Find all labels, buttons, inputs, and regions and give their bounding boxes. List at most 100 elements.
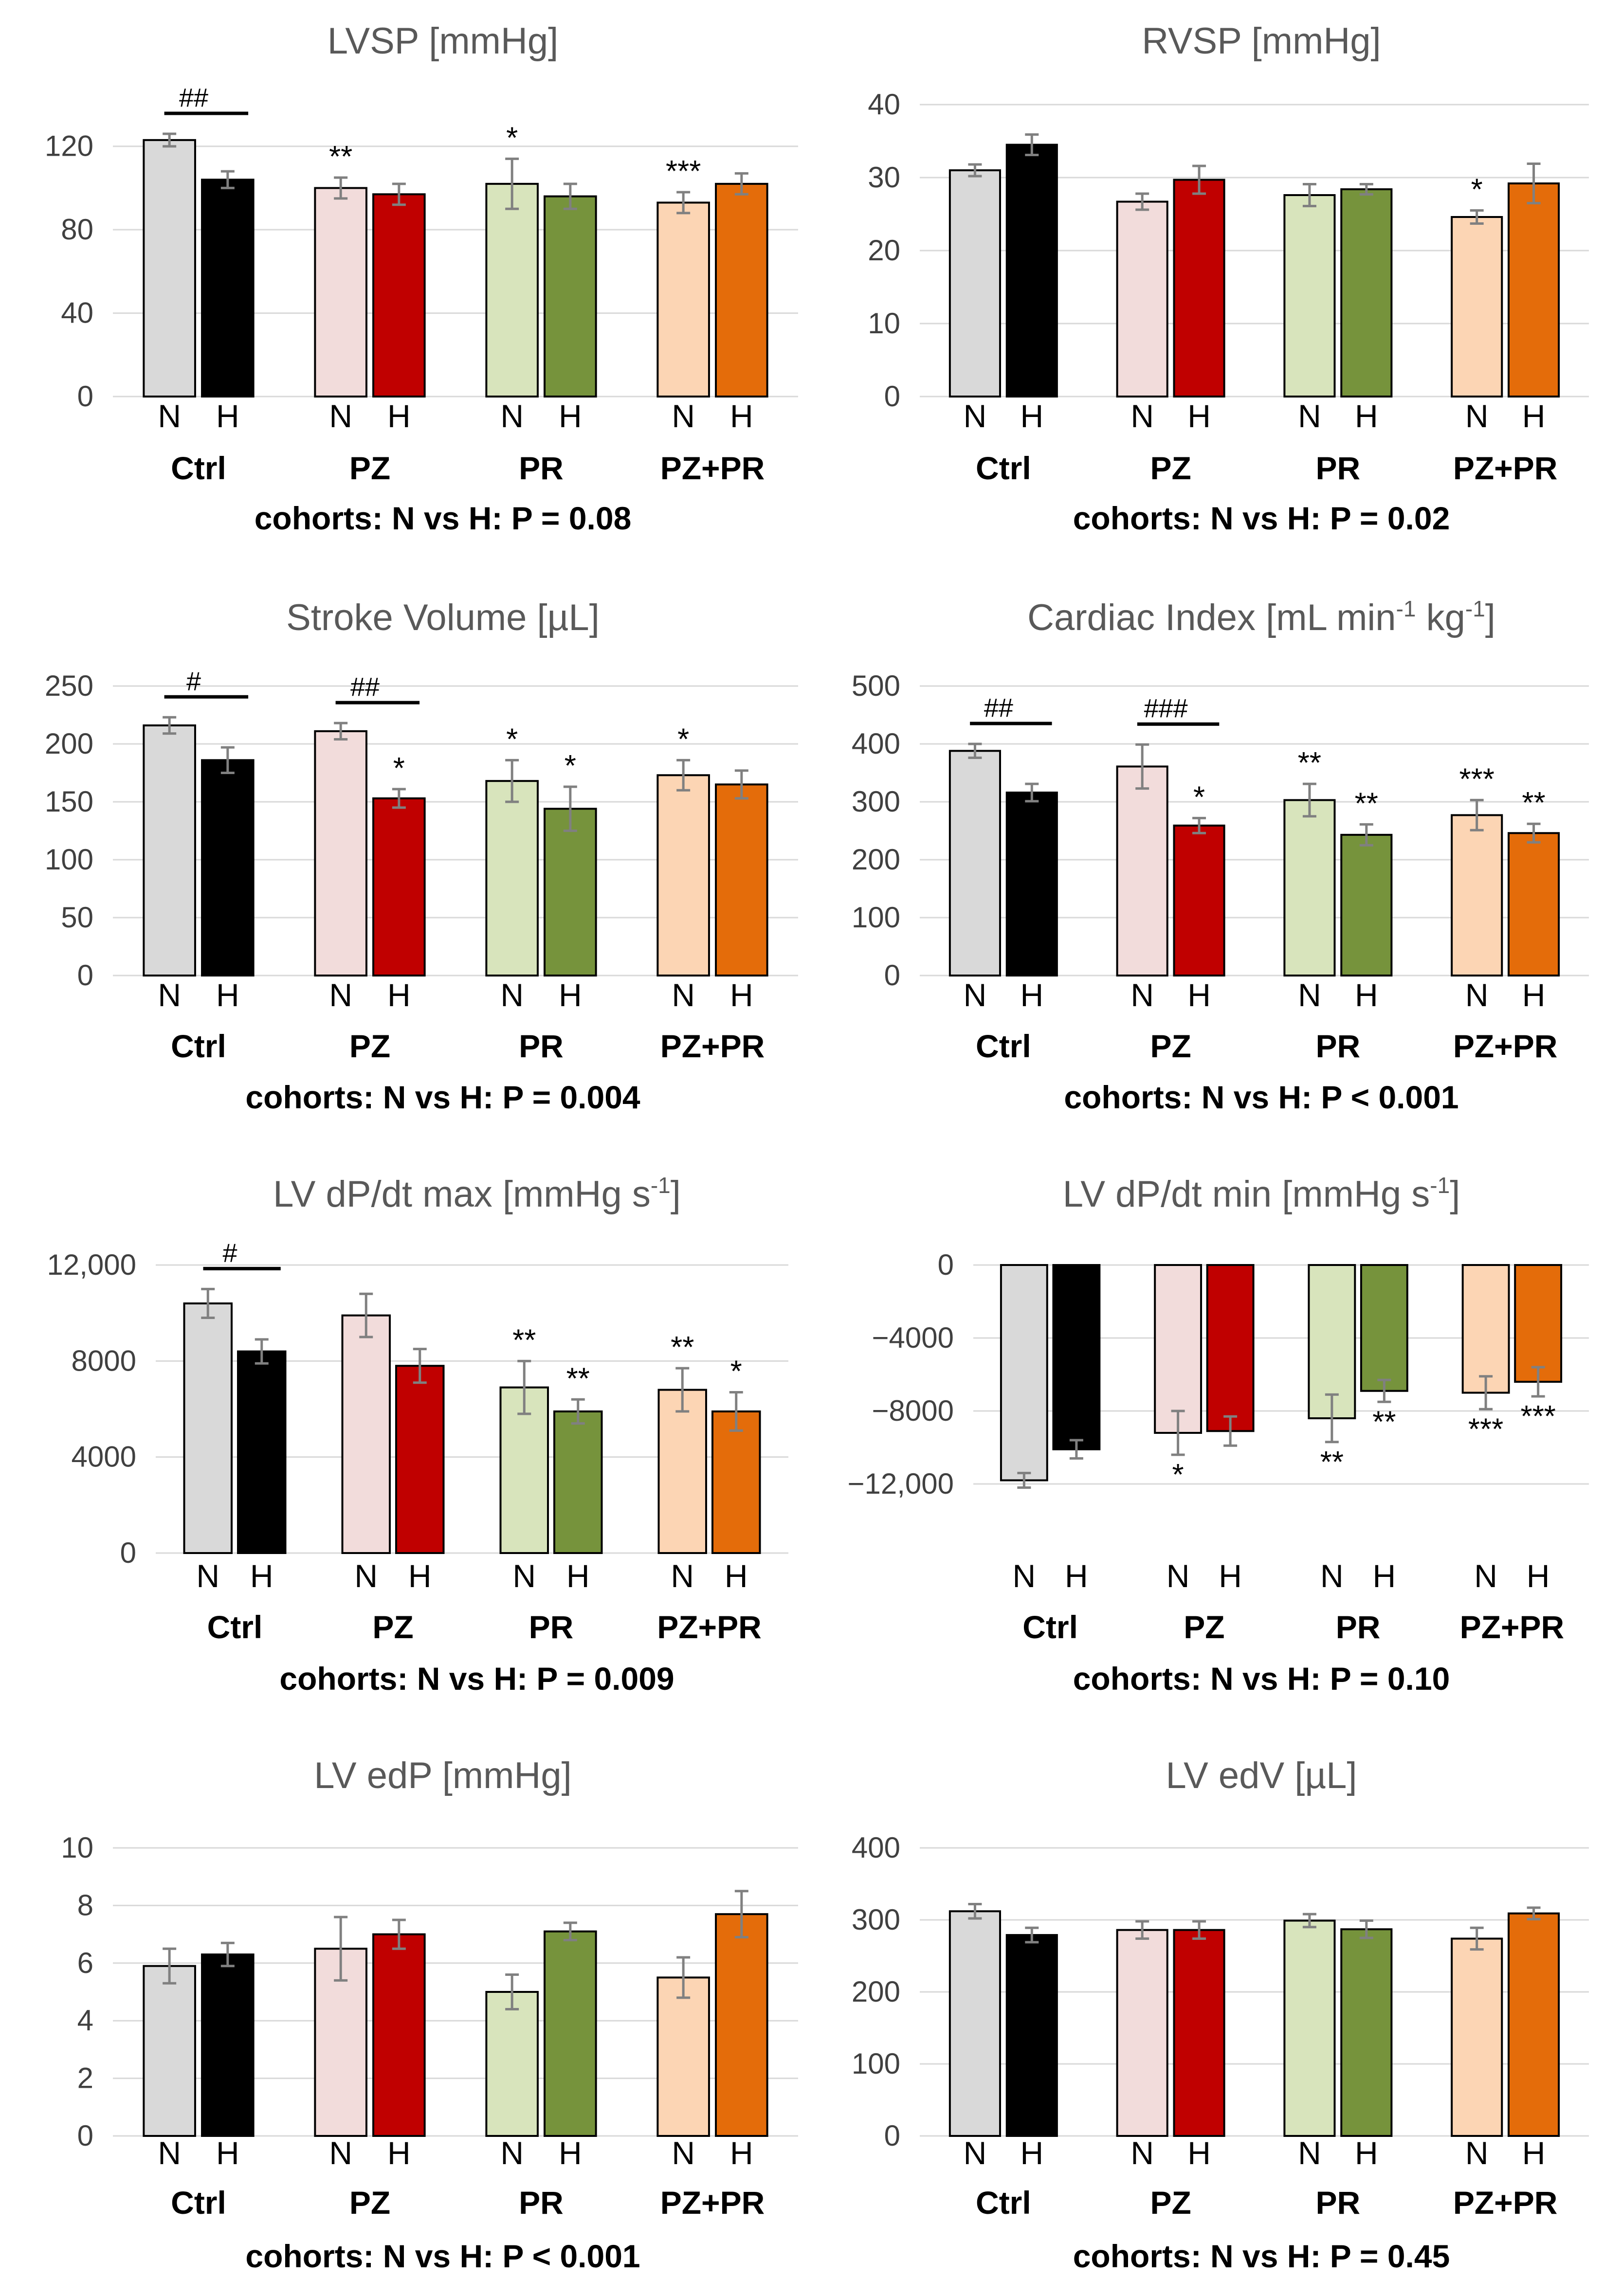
bar-N-Ctrl (143, 139, 196, 398)
bar-label: N (158, 2135, 181, 2171)
y-tick-label: 0 (77, 959, 93, 992)
bar-N-PR (1283, 194, 1336, 398)
y-tick-label: 0 (884, 380, 900, 413)
bar-label: H (730, 2135, 753, 2171)
bar-label: H (1527, 1558, 1550, 1594)
y-tick-label: 10 (868, 307, 900, 340)
y-tick-label: −12,000 (847, 1467, 954, 1500)
bar-N-PZ (1154, 1264, 1203, 1434)
chart-title: RVSP [mmHg] (1142, 20, 1381, 62)
bar-label: N (1166, 1558, 1190, 1594)
bar-label: N (329, 398, 352, 434)
bar-label: N (1465, 2135, 1489, 2171)
bar-label: N (671, 1558, 694, 1594)
bar-label: H (1522, 398, 1546, 434)
chart-panel: Cardiac Index [mL min-1 kg-1] 0 100 200 300 4… (852, 596, 1589, 1115)
bar-label: N (354, 1558, 378, 1594)
y-tick-label: 200 (852, 1975, 900, 2008)
y-tick-label: 120 (45, 130, 93, 163)
significance-stars: *** (666, 155, 701, 188)
y-tick-label: 100 (852, 2047, 900, 2080)
bar-H-PR (1340, 833, 1393, 976)
bar-N-PZ+PR (1451, 814, 1503, 976)
bar-N-Ctrl (143, 1965, 196, 2137)
y-tick-label: 12,000 (47, 1248, 136, 1281)
group-label: PZ (349, 1028, 390, 1064)
chart-caption: cohorts: N vs H: P = 0.004 (245, 1079, 640, 1115)
bar-H-PZ (1173, 824, 1225, 977)
bar-H-PZ (372, 193, 426, 398)
y-tick-label: −8000 (872, 1394, 954, 1427)
y-tick-label: 500 (852, 669, 900, 702)
chart-caption: cohorts: N vs H: P = 0.009 (279, 1661, 674, 1697)
bar-H-PR (553, 1410, 603, 1555)
significance-stars: *** (1520, 1400, 1555, 1433)
group-label: PR (1316, 450, 1361, 486)
bar-H-PZ+PR (1514, 1264, 1563, 1383)
y-tick-label: 300 (852, 785, 900, 818)
y-tick-label: 100 (852, 901, 900, 934)
bar-N-Ctrl (948, 169, 1001, 398)
bar-H-PZ+PR (1508, 832, 1560, 976)
group-label: Ctrl (976, 450, 1031, 486)
bar-H-PR (1360, 1264, 1408, 1392)
group-label: PZ+PR (660, 450, 765, 486)
bar-N-PR (485, 1991, 539, 2137)
y-tick-label: 400 (852, 727, 900, 760)
chart-title: Stroke Volume [µL] (286, 597, 600, 638)
bar-H-PZ+PR (715, 783, 768, 977)
bar-N-PZ+PR (1451, 216, 1503, 398)
bar-N-PR (485, 780, 539, 977)
bar-H-PR (544, 1930, 597, 2137)
chart-panel: LV dP/dt min [mmHg s-1] −12,000 −8000 −4000… (847, 1173, 1589, 1697)
group-label: PZ (349, 450, 390, 486)
bar-N-PZ+PR (656, 1976, 710, 2137)
bar-label: H (1355, 2135, 1378, 2171)
y-tick-label: 2 (77, 2062, 93, 2095)
significance-stars: ** (1355, 787, 1378, 820)
bar-label: H (387, 398, 411, 434)
bar-N-Ctrl (143, 724, 196, 977)
y-tick-label: 0 (938, 1248, 954, 1281)
bar-H-PZ+PR (715, 1913, 768, 2137)
significance-stars: *** (1468, 1412, 1503, 1446)
y-tick-label: 6 (77, 1947, 93, 1979)
bar-label: N (329, 2135, 352, 2171)
y-tick-label: 20 (868, 234, 900, 267)
bar-label: N (500, 977, 524, 1013)
bar-label: N (672, 2135, 695, 2171)
group-label: PZ (1150, 2185, 1191, 2221)
y-tick-label: 8000 (72, 1344, 136, 1377)
group-label: PZ (1150, 450, 1191, 486)
bar-label: H (216, 2135, 239, 2171)
chart-caption: cohorts: N vs H: P = 0.02 (1073, 500, 1450, 536)
bar-H-PZ+PR (1508, 1912, 1560, 2137)
bar-H-Ctrl (1005, 144, 1058, 398)
y-tick-label: 50 (61, 901, 93, 934)
group-label: PZ (372, 1609, 413, 1645)
group-label: Ctrl (1022, 1609, 1078, 1645)
bar-H-PR (1340, 188, 1393, 398)
significance-stars: ** (1298, 746, 1321, 780)
y-tick-label: 0 (884, 959, 900, 992)
group-label: PR (519, 1028, 564, 1064)
hash-label: ## (350, 672, 380, 702)
y-tick-label: 250 (45, 669, 93, 702)
chart-caption: cohorts: N vs H: P = 0.10 (1073, 1661, 1450, 1697)
significance-stars: ** (671, 1331, 694, 1364)
bar-H-Ctrl (1005, 1934, 1058, 2137)
bar-label: H (559, 2135, 582, 2171)
bar-label: H (1355, 398, 1378, 434)
bar-N-Ctrl (183, 1302, 233, 1554)
bar-H-PZ (372, 1933, 426, 2137)
chart-title: LV edP [mmHg] (314, 1755, 571, 1796)
bar-N-PR (485, 182, 539, 398)
chart-caption: cohorts: N vs H: P = 0.45 (1073, 2238, 1450, 2274)
bar-label: N (196, 1558, 219, 1594)
chart-caption: cohorts: N vs H: P < 0.001 (245, 2238, 640, 2274)
bar-label: N (1298, 977, 1321, 1013)
bar-H-PZ (1173, 1929, 1225, 2137)
